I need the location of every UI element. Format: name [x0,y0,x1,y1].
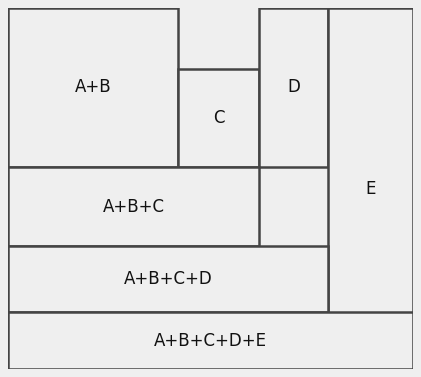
Text: A+B+C: A+B+C [103,198,165,216]
Text: A+B: A+B [75,78,112,96]
Text: E: E [365,179,376,198]
Text: C: C [213,109,224,127]
Bar [178,69,259,167]
Text: A+B+C+D: A+B+C+D [124,270,213,288]
Bar [259,8,328,167]
Bar [8,247,328,311]
Bar [8,8,178,167]
Text: A+B+C+D+E: A+B+C+D+E [154,331,267,349]
Bar [8,311,413,369]
Bar [328,8,413,369]
Bar [8,167,259,247]
Text: D: D [287,78,300,96]
